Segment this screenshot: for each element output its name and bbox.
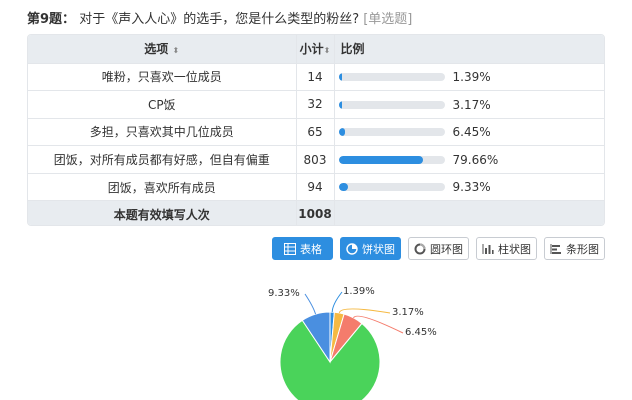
progress-fill — [338, 100, 342, 109]
progress-bar — [338, 155, 445, 164]
row-count: 32 — [296, 90, 335, 119]
pie-chart-label: 饼状图 — [362, 242, 395, 256]
pie-leader-line — [353, 315, 404, 334]
table-icon — [283, 242, 296, 255]
table-view-button[interactable]: 表格 — [272, 237, 333, 260]
pie-leader-line — [304, 293, 317, 315]
total-empty — [334, 201, 604, 225]
pie-chart-svg — [279, 291, 404, 400]
progress-fill — [338, 183, 349, 192]
pie-slice[interactable] — [301, 311, 331, 364]
percent-text: 9.33% — [452, 180, 491, 195]
chart-type-toolbar: 表格 饼状图 圆环图 柱状图 条形图 — [272, 237, 605, 260]
pie-leader-line — [331, 291, 343, 313]
row-count: 803 — [296, 145, 335, 174]
total-row: 本题有效填写人次 1008 — [28, 200, 604, 225]
pie-chart-icon — [346, 242, 358, 255]
row-percent: 1.39% — [334, 63, 604, 92]
progress-fill — [338, 73, 342, 82]
row-option: CP饭 — [28, 90, 297, 119]
pie-label-3: 3.17% — [392, 307, 424, 318]
results-table: 选项 ⬍ 小计⬍ 比例 唯粉，只喜欢一位成员 14 1.39% CP饭 32 3… — [27, 34, 605, 226]
progress-bar — [338, 73, 445, 82]
table-row: 多担，只喜欢其中几位成员 65 6.45% — [28, 118, 604, 147]
question-text: 对于《声入人心》的选手，您是什么类型的粉丝? — [79, 12, 360, 27]
table-view-label: 表格 — [300, 242, 322, 256]
bar-chart-icon — [550, 242, 562, 255]
row-count: 94 — [296, 173, 335, 202]
progress-bar — [338, 128, 445, 137]
row-option: 唯粉，只喜欢一位成员 — [28, 63, 297, 92]
bar-chart-label: 条形图 — [566, 242, 599, 256]
table-row: CP饭 32 3.17% — [28, 90, 604, 119]
pie-chart-button[interactable]: 饼状图 — [340, 237, 401, 260]
table-header-row: 选项 ⬍ 小计⬍ 比例 — [28, 35, 604, 64]
row-percent: 79.66% — [334, 145, 604, 174]
table-row: 团饭，对所有成员都有好感，但自有偏重 803 79.66% — [28, 145, 604, 174]
ring-chart-label: 圆环图 — [430, 242, 463, 256]
progress-fill — [338, 155, 423, 164]
percent-text: 6.45% — [452, 125, 491, 140]
progress-fill — [338, 128, 346, 137]
row-option: 多担，只喜欢其中几位成员 — [28, 118, 297, 147]
progress-bar — [338, 100, 445, 109]
ring-chart-button[interactable]: 圆环图 — [408, 237, 469, 260]
ring-chart-icon — [414, 242, 426, 255]
pie-slice[interactable] — [279, 319, 381, 400]
pie-label-1: 9.33% — [268, 288, 300, 299]
question-title: 第9题： 对于《声入人心》的选手，您是什么类型的粉丝? [单选题] — [27, 8, 412, 27]
percent-text: 3.17% — [452, 97, 491, 112]
row-option: 团饭，喜欢所有成员 — [28, 173, 297, 202]
row-count: 65 — [296, 118, 335, 147]
question-number: 第9题： — [27, 12, 76, 27]
column-chart-icon — [482, 242, 494, 255]
percent-text: 1.39% — [452, 70, 491, 85]
row-percent: 6.45% — [334, 118, 604, 147]
pie-chart: 9.33% 1.39% 3.17% 6.45% — [0, 270, 632, 400]
percent-text: 79.66% — [452, 152, 499, 167]
column-chart-button[interactable]: 柱状图 — [476, 237, 537, 260]
row-option: 团饭，对所有成员都有好感，但自有偏重 — [28, 145, 297, 174]
row-count: 14 — [296, 63, 335, 92]
pie-label-4: 6.45% — [405, 327, 437, 338]
sort-icon[interactable]: ⬍ — [323, 46, 331, 56]
sort-icon[interactable]: ⬍ — [172, 46, 180, 56]
pie-leader-line — [338, 308, 391, 314]
progress-bar — [338, 183, 445, 192]
bar-chart-button[interactable]: 条形图 — [544, 237, 605, 260]
row-percent: 3.17% — [334, 90, 604, 119]
pie-label-2: 1.39% — [343, 286, 375, 297]
question-type: [单选题] — [363, 12, 413, 27]
column-chart-label: 柱状图 — [498, 242, 531, 256]
total-label: 本题有效填写人次 — [28, 200, 297, 225]
total-count: 1008 — [296, 200, 335, 225]
header-percent: 比例 — [334, 35, 604, 64]
table-row: 团饭，喜欢所有成员 94 9.33% — [28, 173, 604, 202]
row-percent: 9.33% — [334, 173, 604, 202]
table-row: 唯粉，只喜欢一位成员 14 1.39% — [28, 63, 604, 92]
header-option[interactable]: 选项 ⬍ — [28, 35, 297, 64]
header-count[interactable]: 小计⬍ — [296, 35, 335, 64]
